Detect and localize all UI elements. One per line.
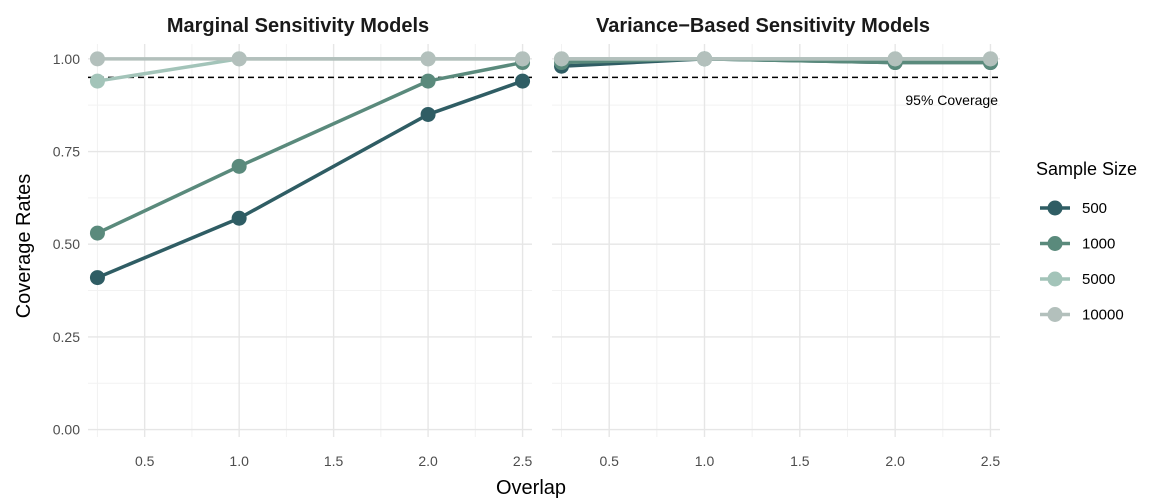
y-tick-label: 1.00 bbox=[53, 51, 80, 67]
panel-title-marginal: Marginal Sensitivity Models bbox=[167, 15, 429, 37]
x-tick-label: 2.5 bbox=[981, 453, 1001, 469]
x-tick-label: 0.5 bbox=[135, 453, 155, 469]
reference-line-label: 95% Coverage bbox=[905, 92, 998, 108]
x-ticks-marginal: 0.5 1.0 1.5 2.0 2.5 bbox=[135, 453, 533, 469]
legend-label-1000: 1000 bbox=[1082, 236, 1115, 253]
data-point-1000 bbox=[420, 73, 436, 89]
legend-title: Sample Size bbox=[1036, 159, 1137, 179]
data-point-500 bbox=[89, 270, 105, 286]
x-tick-label: 1.5 bbox=[790, 453, 810, 469]
x-tick-label: 1.0 bbox=[695, 453, 715, 469]
series-variance bbox=[554, 51, 998, 74]
panel-variance: Variance−Based Sensitivity Models 0.5 1.0… bbox=[552, 15, 1000, 469]
data-point-10000 bbox=[554, 51, 570, 67]
x-tick-label: 2.5 bbox=[513, 453, 533, 469]
legend-key-point-500 bbox=[1047, 200, 1063, 216]
grid-variance bbox=[552, 44, 1000, 437]
y-ticks: 0.00 0.25 0.50 0.75 1.00 bbox=[53, 51, 80, 438]
legend-key-point-5000 bbox=[1047, 271, 1063, 287]
panel-title-variance: Variance−Based Sensitivity Models bbox=[596, 15, 930, 37]
y-tick-label: 0.25 bbox=[53, 329, 80, 345]
y-tick-label: 0.00 bbox=[53, 422, 80, 438]
series-line-1000 bbox=[561, 57, 991, 65]
legend-key-point-1000 bbox=[1047, 236, 1063, 251]
y-tick-label: 0.75 bbox=[53, 144, 80, 160]
data-point-500 bbox=[231, 210, 247, 226]
legend: Sample Size 500 1000 5000 10000 bbox=[1036, 159, 1137, 324]
x-tick-label: 2.0 bbox=[418, 453, 438, 469]
data-point-10000 bbox=[982, 51, 998, 67]
x-tick-label: 1.5 bbox=[324, 453, 344, 469]
y-tick-label: 0.50 bbox=[53, 236, 80, 252]
data-point-5000 bbox=[89, 73, 105, 89]
x-tick-label: 0.5 bbox=[599, 453, 619, 469]
x-tick-label: 2.0 bbox=[885, 453, 905, 469]
data-point-500 bbox=[420, 106, 436, 122]
data-point-500 bbox=[515, 73, 531, 89]
series-line-500 bbox=[96, 79, 524, 280]
data-point-10000 bbox=[420, 51, 436, 67]
data-point-10000 bbox=[231, 51, 247, 67]
data-point-1000 bbox=[231, 158, 247, 174]
series-line-1000 bbox=[96, 60, 523, 235]
data-point-10000 bbox=[887, 51, 903, 67]
y-axis-title: Coverage Rates bbox=[13, 174, 35, 319]
legend-label-500: 500 bbox=[1082, 200, 1107, 217]
data-point-10000 bbox=[89, 51, 105, 67]
data-point-10000 bbox=[697, 51, 713, 67]
x-axis-title: Overlap bbox=[496, 477, 566, 498]
legend-label-5000: 5000 bbox=[1082, 271, 1115, 288]
legend-label-10000: 10000 bbox=[1082, 307, 1124, 324]
series-marginal bbox=[89, 51, 531, 286]
data-point-1000 bbox=[89, 225, 105, 241]
x-tick-label: 1.0 bbox=[229, 453, 249, 469]
x-ticks-variance: 0.5 1.0 1.5 2.0 2.5 bbox=[599, 453, 1000, 469]
data-point-10000 bbox=[515, 51, 531, 67]
panel-marginal: Marginal Sensitivity Models 0.5 1.0 1.5 2.0… bbox=[88, 15, 532, 469]
legend-key-point-10000 bbox=[1047, 307, 1063, 322]
